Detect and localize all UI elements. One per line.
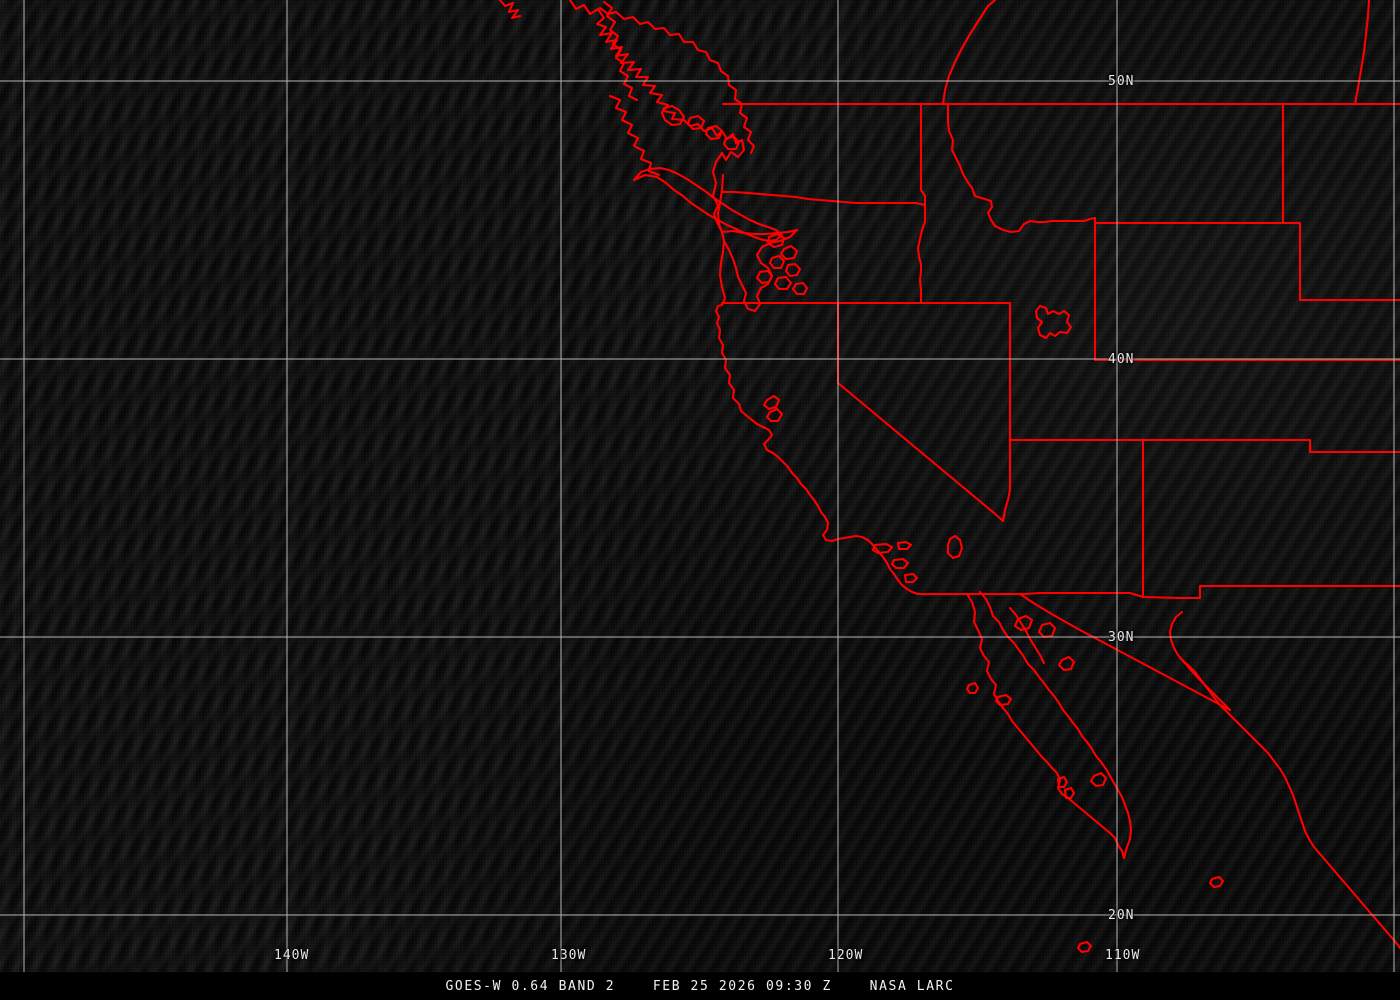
caption-text: GOES-W 0.64 BAND 2 FEB 25 2026 09:30 Z N…	[445, 978, 955, 994]
grid-label-lon-110w: 110W	[1105, 948, 1141, 963]
border-nevada-california-diagonal	[836, 381, 1005, 523]
coastline-baja-west	[965, 592, 1126, 860]
coastline-mexico-mainland-north	[1168, 610, 1232, 712]
border-colorado-new-mexico	[1141, 438, 1400, 454]
sensor-stripe-vertical-texture	[0, 0, 1400, 972]
grid-label-lat-50n: 50N	[1108, 74, 1135, 89]
satellite-imagery-raster	[0, 0, 1400, 972]
coastline-baja-east-gulf	[978, 590, 1133, 860]
salton-sea	[946, 534, 964, 560]
coastline-us-west-coast	[714, 173, 969, 596]
great-salt-lake	[1034, 304, 1073, 340]
sensor-pixel-grain-texture	[0, 0, 1400, 972]
latlon-gridlines	[0, 0, 1400, 972]
grid-label-lat-20n: 20N	[1108, 908, 1135, 923]
coastline-baja-islands	[965, 681, 1076, 800]
coastline-baja-bays	[1013, 614, 1108, 788]
coastline-channel-islands	[871, 540, 919, 584]
coastline-mexico-mainland	[1178, 656, 1400, 950]
image-caption-bar: GOES-W 0.64 BAND 2 FEB 25 2026 09:30 Z N…	[0, 972, 1400, 1000]
coastline-mexico-islands	[1076, 875, 1225, 954]
border-us-mexico-california-arizona	[965, 591, 1145, 599]
baja-mexico-state-line	[1008, 606, 1046, 665]
border-idaho-oregon-nevada	[916, 212, 927, 305]
border-nevada-arizona	[1001, 468, 1012, 523]
grid-label-lon-140w: 140W	[274, 948, 310, 963]
map-boundary-overlay	[498, 0, 1400, 954]
sensor-stripe-diagonal-texture	[0, 0, 1400, 972]
grid-label-lat-30n: 30N	[1108, 630, 1135, 645]
coastline-british-columbia	[498, 0, 746, 234]
grid-label-lon-120w: 120W	[828, 948, 864, 963]
border-idaho-montana	[946, 102, 1097, 234]
coastline-bc-channels	[608, 94, 661, 177]
border-bc-alberta	[941, 0, 997, 106]
coastline-clear-lake	[762, 394, 784, 423]
border-alberta-saskatchewan	[1353, 0, 1371, 106]
grid-label-lat-40n: 40N	[1108, 352, 1135, 367]
coastline-bc-islands-group	[660, 104, 741, 151]
terminator-glow	[0, 0, 1400, 972]
coastline-puget-sound-islands	[755, 232, 809, 296]
grid-label-lon-130w: 130W	[551, 948, 587, 963]
border-washington-oregon	[720, 190, 927, 207]
coastline-vancouver-island	[632, 166, 784, 243]
coastline-bc-inlets	[598, 6, 756, 155]
border-us-mexico-new-mexico-texas	[1141, 584, 1400, 600]
mexico-state-border-sonora	[1018, 592, 1232, 712]
border-washington-idaho	[919, 102, 927, 216]
coastline-queen-charlotte	[602, 0, 639, 102]
